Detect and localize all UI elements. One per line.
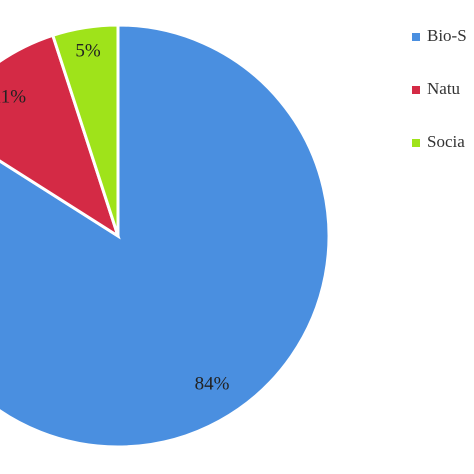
legend-label-socia: Socia bbox=[427, 132, 465, 151]
legend-swatch-bio bbox=[412, 33, 420, 41]
slice-label-2: 5% bbox=[75, 40, 101, 61]
slice-label-1: 11% bbox=[0, 86, 26, 107]
pie-slice-0 bbox=[0, 23, 331, 449]
slices-layer bbox=[0, 23, 331, 449]
slice-label-0: 84% bbox=[195, 373, 230, 394]
legend-swatch-socia bbox=[412, 139, 420, 147]
legend-label-bio: Bio-S bbox=[427, 26, 467, 45]
pie-slice-1 bbox=[0, 33, 121, 240]
pie-slice-2 bbox=[50, 23, 120, 237]
legend-label-natu: Natu bbox=[427, 79, 461, 98]
labels-layer: 84% 11% 5% bbox=[0, 40, 230, 394]
legend-swatch-natu bbox=[412, 86, 420, 94]
